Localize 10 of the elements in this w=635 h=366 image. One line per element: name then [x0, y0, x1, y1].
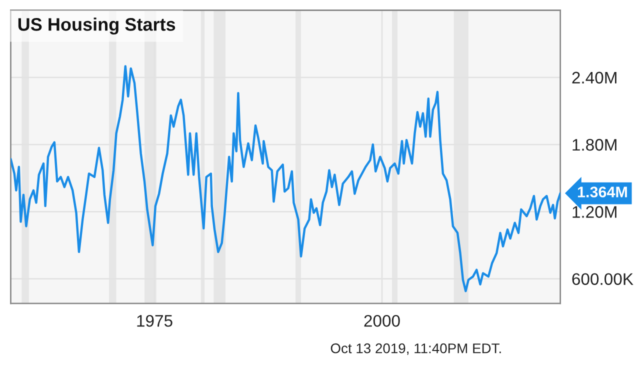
y-tick-label: 1.20M: [572, 206, 616, 218]
annotation: 1.364M: [578, 186, 627, 198]
x-tick-label: 1975: [137, 314, 172, 327]
y-tick-label: 2.40M: [572, 72, 616, 84]
line-series: [10, 65, 560, 292]
y-tick-label: 1.80M: [572, 138, 616, 151]
x-tick-label: 2000: [364, 314, 400, 327]
y-tick-label: 600.00K: [572, 273, 634, 285]
text: Oct 13 2019, 11:40PM EDT.: [330, 343, 501, 355]
chart-title: US Housing Starts: [18, 18, 176, 34]
